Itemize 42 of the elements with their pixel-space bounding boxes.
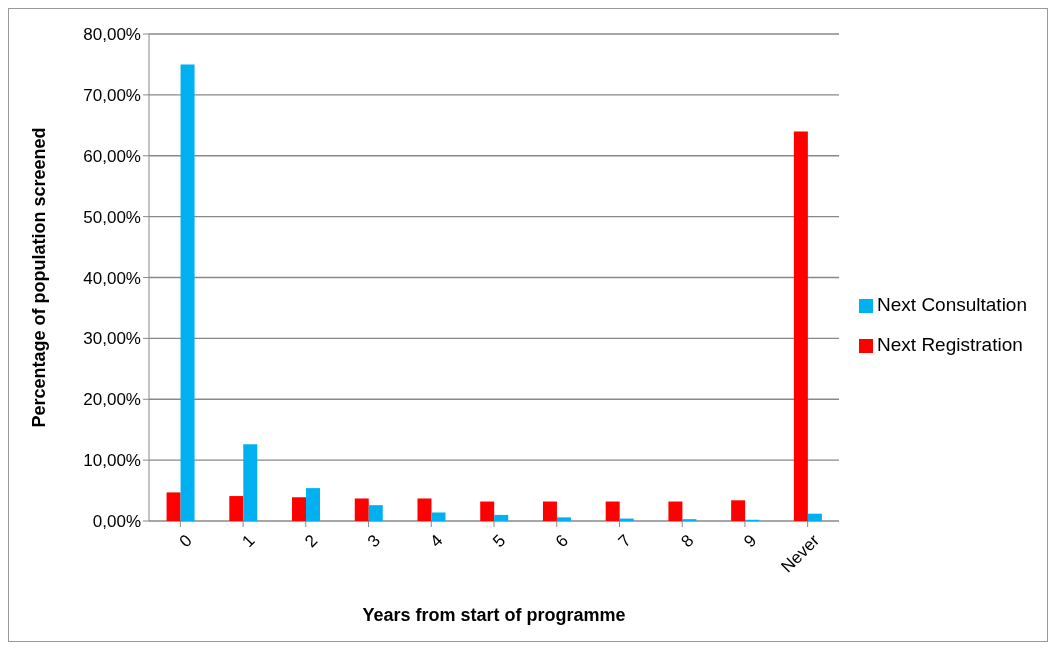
- x-tick-label: 6: [551, 530, 573, 552]
- bar: [180, 64, 195, 521]
- y-tick-label: 10,00%: [83, 451, 141, 471]
- bar: [417, 498, 432, 521]
- bar: [306, 488, 321, 521]
- x-tick-label: 0: [175, 530, 196, 552]
- y-tick-label: 70,00%: [83, 85, 141, 105]
- bar: [668, 501, 683, 521]
- x-tick-label: 4: [426, 530, 447, 552]
- x-axis-title: Years from start of programme: [362, 605, 626, 625]
- x-tick-label: 7: [614, 530, 635, 552]
- bar: [807, 513, 822, 521]
- x-tick-label: 2: [301, 530, 322, 552]
- bar: [494, 514, 509, 521]
- y-axis-title: Percentage of population screened: [29, 127, 50, 428]
- x-tick-label: 8: [677, 530, 698, 552]
- bar: [166, 492, 181, 521]
- y-tick-label: 80,00%: [83, 25, 141, 45]
- bar: [605, 501, 620, 521]
- x-tick-label: 1: [238, 530, 259, 552]
- y-tick-label: 60,00%: [83, 146, 141, 166]
- bar: [431, 512, 446, 521]
- y-tick-label: 30,00%: [83, 329, 141, 349]
- x-tick-label: 9: [740, 530, 761, 552]
- bar: [793, 131, 808, 521]
- x-tick-label: 5: [489, 530, 510, 552]
- bar: [243, 444, 258, 521]
- legend-label: Next Registration: [877, 334, 1023, 355]
- y-tick-label: 40,00%: [83, 268, 141, 288]
- bar: [556, 517, 571, 521]
- bar: [354, 498, 369, 521]
- legend-label: Next Consultation: [877, 294, 1027, 315]
- y-tick-label: 20,00%: [83, 390, 141, 410]
- bar: [542, 501, 557, 521]
- bar: [368, 505, 383, 521]
- bar: [292, 497, 307, 521]
- bar: [229, 496, 244, 521]
- x-tick-label: 3: [363, 530, 384, 552]
- bar: [480, 501, 495, 521]
- bar: [731, 500, 746, 521]
- y-tick-label: 0,00%: [92, 512, 141, 532]
- y-tick-label: 50,00%: [83, 207, 141, 227]
